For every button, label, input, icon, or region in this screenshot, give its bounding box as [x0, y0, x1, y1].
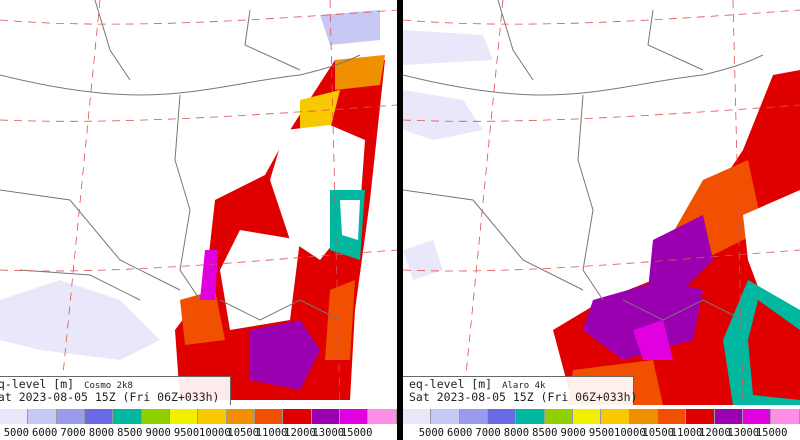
legend-swatch	[403, 409, 432, 424]
legend-tick-label: 13000	[312, 427, 345, 439]
legend-tick-label: 10500	[227, 427, 260, 439]
legend-tick-label: 11000	[255, 427, 288, 439]
legend-swatch	[283, 409, 312, 424]
latlon-grid-right	[403, 0, 800, 405]
borders-right	[403, 0, 764, 321]
legend-tick-label: 9500	[173, 427, 200, 439]
legend-swatch	[743, 409, 772, 424]
legend-tick-label: 5000	[3, 427, 29, 439]
legend-swatch	[629, 409, 659, 424]
map-info-box-left: eq-level [m] Cosmo 2k8 Sat 2023-08-05 15Z…	[0, 376, 231, 406]
legend-swatch	[573, 409, 602, 424]
legend-swatch	[226, 409, 256, 424]
precip-field-left	[0, 10, 385, 400]
borders-left	[0, 0, 361, 321]
legend-tick-label: 6000	[447, 427, 473, 439]
legend-tick-label: 8500	[117, 427, 143, 439]
legend-swatch	[431, 409, 460, 424]
precip-field-right	[403, 30, 800, 405]
legend-swatch	[544, 409, 574, 424]
legend-tick-label: 12000	[699, 427, 731, 439]
legend-tick-label: 15000	[755, 427, 788, 439]
legend-tick-label: 10000	[199, 427, 231, 439]
legend-tick-label: 10500	[642, 427, 675, 439]
valid-time-left: Sat 2023-08-05 15Z (Fri 06Z+033h)	[0, 390, 220, 404]
legend-ticks-right: 5000 6000 7000 8000 8500 9000 9500 10000 10500 11…	[403, 427, 800, 440]
field-title-right: eq-level [m]	[409, 377, 493, 391]
legend-tick-label: 5000	[418, 427, 444, 439]
map-right	[403, 0, 800, 405]
color-legend-right: 5000 6000 7000 8000 8500 9000 9500 10000 10500 11…	[403, 405, 800, 440]
legend-swatch	[658, 409, 687, 424]
legend-swatch	[141, 409, 171, 424]
latlon-grid-left	[0, 0, 397, 405]
legend-swatch	[56, 409, 86, 424]
legend-swatch	[255, 409, 284, 424]
map-panel-left: eq-level [m] Cosmo 2k8 Sat 2023-08-05 15Z…	[0, 0, 397, 440]
legend-tick-label: 9500	[588, 427, 615, 439]
legend-swatch	[601, 409, 630, 424]
legend-swatch	[368, 409, 397, 424]
legend-swatch	[311, 409, 341, 424]
legend-swatches-right	[403, 409, 800, 424]
legend-tick-label: 7000	[60, 427, 86, 439]
legend-swatch	[28, 409, 57, 424]
legend-tick-label: 9000	[145, 427, 171, 439]
legend-swatches-left	[0, 409, 397, 424]
legend-tick-label: 8000	[88, 427, 115, 439]
legend-tick-label: 13000	[727, 427, 760, 439]
legend-swatch	[516, 409, 545, 424]
model-name-right: Alaro 4k	[502, 381, 546, 391]
legend-tick-label: 8000	[503, 427, 530, 439]
legend-swatch	[340, 409, 369, 424]
legend-swatch	[113, 409, 142, 424]
legend-swatch	[85, 409, 114, 424]
map-panel-right: eq-level [m] Alaro 4k Sat 2023-08-05 15Z …	[403, 0, 800, 440]
legend-ticks-left: 5000 6000 7000 8000 8500 9000 9500 10000 10500 11…	[0, 427, 397, 440]
map-info-box-right: eq-level [m] Alaro 4k Sat 2023-08-05 15Z …	[403, 376, 638, 406]
legend-tick-label: 9000	[560, 427, 586, 439]
legend-swatch	[459, 409, 489, 424]
legend-swatch	[686, 409, 715, 424]
model-name-left: Cosmo 2k8	[84, 381, 133, 391]
legend-swatch	[714, 409, 744, 424]
legend-tick-label: 15000	[340, 427, 373, 439]
legend-swatch	[0, 409, 29, 424]
legend-tick-label: 6000	[32, 427, 58, 439]
legend-tick-label: 11000	[670, 427, 703, 439]
legend-swatch	[170, 409, 199, 424]
map-left	[0, 0, 397, 405]
color-legend-left: 5000 6000 7000 8000 8500 9000 9500 10000 10500 11…	[0, 405, 397, 440]
legend-tick-label: 7000	[475, 427, 501, 439]
legend-swatch	[198, 409, 227, 424]
legend-tick-label: 8500	[532, 427, 558, 439]
legend-tick-label: 10000	[614, 427, 646, 439]
valid-time-right: Sat 2023-08-05 15Z (Fri 06Z+033h)	[409, 390, 638, 404]
field-title-left: eq-level [m]	[0, 377, 75, 391]
legend-swatch	[771, 409, 800, 424]
legend-swatch	[488, 409, 517, 424]
legend-tick-label: 12000	[284, 427, 316, 439]
